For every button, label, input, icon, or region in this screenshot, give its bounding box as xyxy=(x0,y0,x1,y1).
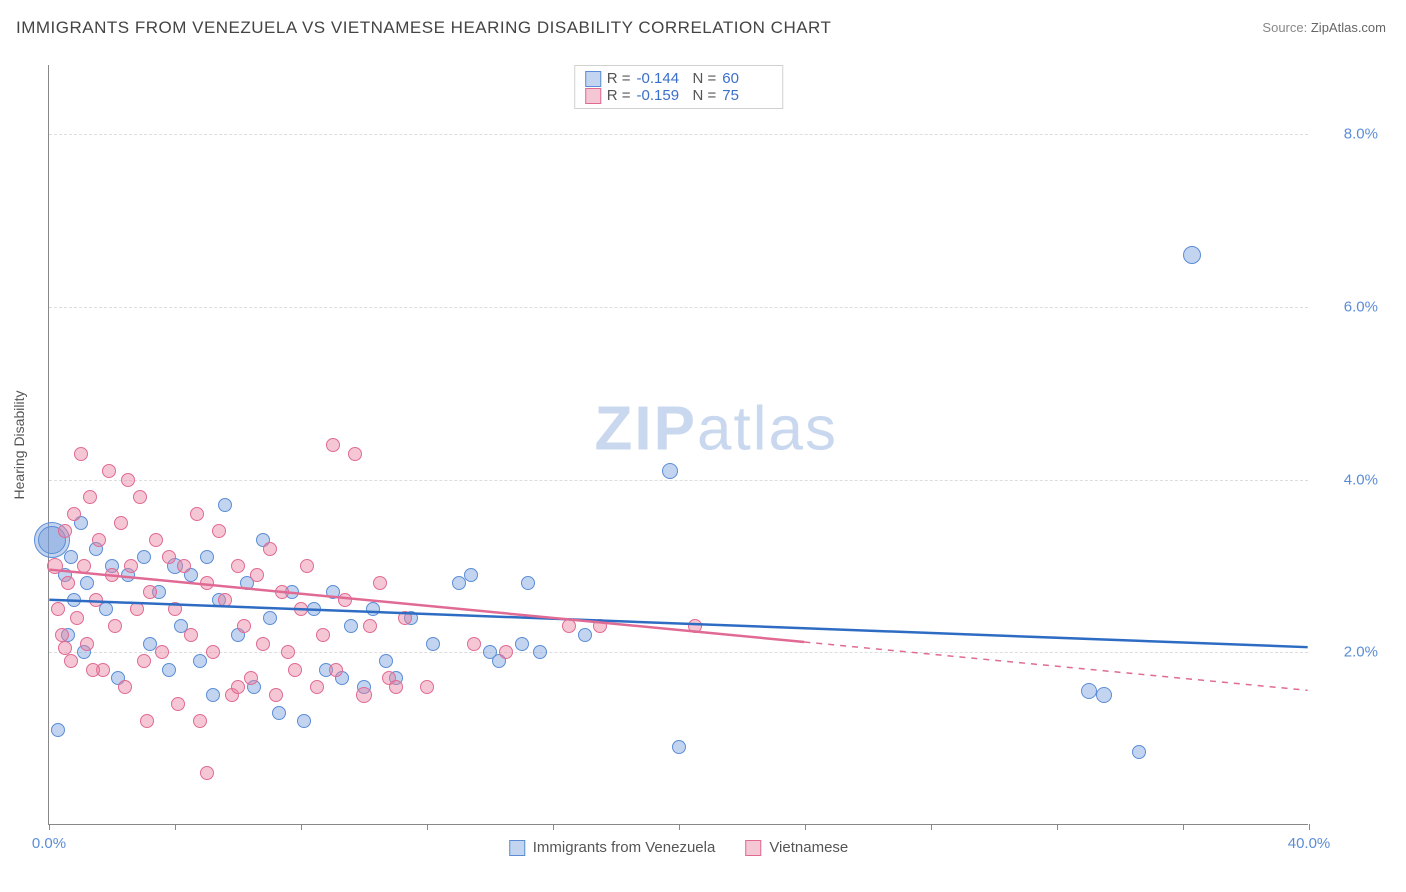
legend-label-vietnamese: Vietnamese xyxy=(769,839,848,856)
legend-correlation: R = -0.144 N = 60 R = -0.159 N = 75 xyxy=(574,65,784,109)
source-label: Source: xyxy=(1262,20,1307,35)
plot-wrap: Hearing Disability ZIPatlas R = -0.144 N… xyxy=(48,55,1388,835)
plot-area: Hearing Disability ZIPatlas R = -0.144 N… xyxy=(48,65,1308,825)
legend-series: Immigrants from Venezuela Vietnamese xyxy=(509,839,849,856)
y-axis-label: Hearing Disability xyxy=(11,390,27,499)
x-tick-mark xyxy=(301,824,302,830)
trend-line-venezuela xyxy=(49,600,1307,647)
x-tick-mark xyxy=(553,824,554,830)
r-value-vietnamese: -0.159 xyxy=(637,87,687,104)
r-label: R = xyxy=(607,70,631,87)
legend-row-venezuela: R = -0.144 N = 60 xyxy=(585,70,773,87)
swatch-venezuela xyxy=(585,71,601,87)
trend-line-dashed-vietnamese xyxy=(804,642,1307,690)
legend-item-venezuela: Immigrants from Venezuela xyxy=(509,839,716,856)
r-label: R = xyxy=(607,87,631,104)
x-tick-mark xyxy=(1309,824,1310,830)
source-value: ZipAtlas.com xyxy=(1311,20,1386,35)
x-tick-mark xyxy=(679,824,680,830)
r-value-venezuela: -0.144 xyxy=(637,70,687,87)
trend-lines xyxy=(49,65,1308,824)
n-value-vietnamese: 75 xyxy=(722,87,772,104)
legend-row-vietnamese: R = -0.159 N = 75 xyxy=(585,87,773,104)
y-tick-label: 6.0% xyxy=(1344,298,1378,315)
chart-title: IMMIGRANTS FROM VENEZUELA VS VIETNAMESE … xyxy=(16,18,831,38)
y-tick-label: 4.0% xyxy=(1344,471,1378,488)
y-tick-label: 2.0% xyxy=(1344,644,1378,661)
x-tick-mark xyxy=(1057,824,1058,830)
n-label: N = xyxy=(693,87,717,104)
n-label: N = xyxy=(693,70,717,87)
x-tick-mark xyxy=(49,824,50,830)
legend-label-venezuela: Immigrants from Venezuela xyxy=(533,839,716,856)
x-tick-mark xyxy=(1183,824,1184,830)
source-attribution: Source: ZipAtlas.com xyxy=(1262,20,1386,35)
legend-item-vietnamese: Vietnamese xyxy=(745,839,848,856)
swatch-venezuela-bottom xyxy=(509,840,525,856)
x-tick-mark xyxy=(427,824,428,830)
x-tick-mark xyxy=(931,824,932,830)
x-tick-label: 40.0% xyxy=(1288,835,1331,852)
swatch-vietnamese xyxy=(585,88,601,104)
swatch-vietnamese-bottom xyxy=(745,840,761,856)
x-tick-mark xyxy=(175,824,176,830)
y-tick-label: 8.0% xyxy=(1344,126,1378,143)
n-value-venezuela: 60 xyxy=(722,70,772,87)
x-tick-label: 0.0% xyxy=(32,835,66,852)
trend-line-vietnamese xyxy=(49,570,804,642)
x-tick-mark xyxy=(805,824,806,830)
